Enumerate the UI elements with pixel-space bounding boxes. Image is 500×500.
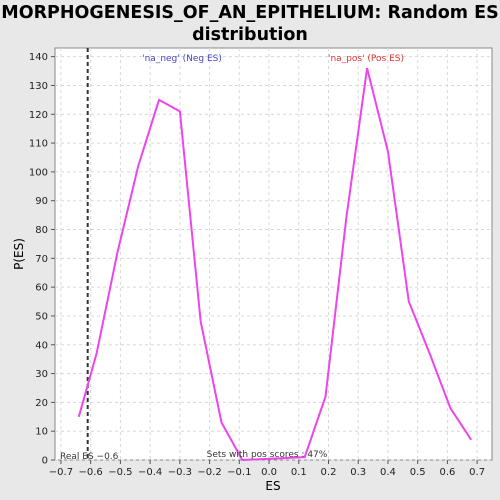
y-tick-label: 10 [35, 427, 48, 438]
x-tick-label: −0.2 [197, 467, 221, 478]
x-tick-label: 0.7 [469, 467, 485, 478]
x-tick-label: 0.2 [321, 467, 337, 478]
y-tick-label: 140 [29, 52, 48, 63]
chart-title-line1: MORPHOGENESIS_OF_AN_EPITHELIUM: Random E… [1, 3, 499, 23]
y-tick-label: 0 [42, 456, 48, 467]
x-tick-label: −0.3 [168, 467, 192, 478]
pos-es-label: 'na_pos' (Pos ES) [328, 54, 404, 64]
x-tick-label: −0.4 [138, 467, 162, 478]
x-axis-ticks: −0.7 −0.6 −0.5 −0.4 −0.3 −0.2 −0.1 0.0 0.1 0.2 0.3… [49, 460, 485, 478]
y-tick-label: 80 [35, 225, 48, 236]
es-distribution-line [77, 67, 473, 462]
x-tick-label: −0.7 [49, 467, 73, 478]
y-tick-label: 130 [29, 81, 48, 92]
x-axis-label: ES [265, 479, 280, 493]
y-tick-label: 40 [35, 340, 48, 351]
y-tick-label: 50 [35, 311, 48, 322]
real-es-label: Real ES −0.6 [60, 452, 119, 462]
x-tick-label: 0.4 [380, 467, 396, 478]
x-tick-label: −0.6 [79, 467, 103, 478]
chart-title: MORPHOGENESIS_OF_AN_EPITHELIUM: Random E… [0, 2, 500, 46]
x-tick-label: −0.5 [108, 467, 132, 478]
y-tick-label: 30 [35, 369, 48, 380]
y-tick-label: 120 [29, 110, 48, 121]
y-tick-label: 70 [35, 254, 48, 265]
grid-lines [55, 48, 492, 461]
y-axis-ticks: 0 10 20 30 40 50 60 70 80 90 100 110 120 130 140 [29, 52, 55, 467]
y-tick-label: 90 [35, 196, 48, 207]
y-tick-label: 60 [35, 283, 48, 294]
x-tick-label: 0.5 [410, 467, 426, 478]
x-tick-label: 0.1 [291, 467, 307, 478]
pos-scores-label: Sets with pos scores : 47% [207, 450, 328, 460]
neg-es-label: 'na_neg' (Neg ES) [142, 54, 222, 64]
y-axis-label: P(ES) [12, 238, 26, 270]
x-tick-label: 0.0 [261, 467, 277, 478]
y-tick-label: 100 [29, 167, 48, 178]
y-tick-label: 20 [35, 398, 48, 409]
x-tick-label: 0.6 [439, 467, 455, 478]
plot-area [54, 47, 493, 461]
y-tick-label: 110 [29, 139, 48, 150]
x-tick-label: −0.1 [227, 467, 251, 478]
chart-title-line2: distribution [192, 25, 308, 45]
x-tick-label: 0.3 [350, 467, 366, 478]
